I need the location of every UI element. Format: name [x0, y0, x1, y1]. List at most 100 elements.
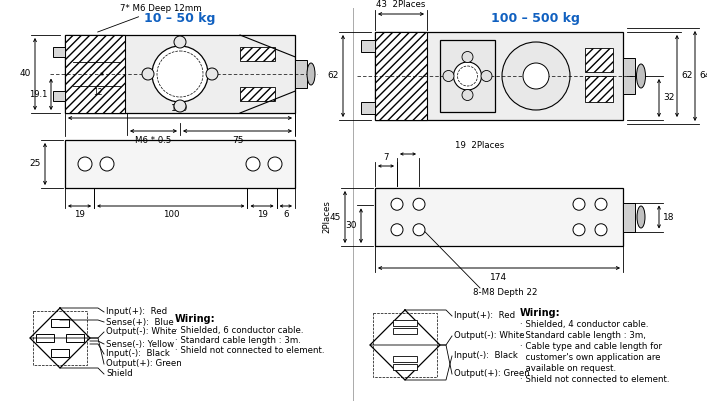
- Text: Input(+):  Red: Input(+): Red: [454, 311, 515, 320]
- Text: 7* M6 Deep 12mm: 7* M6 Deep 12mm: [98, 4, 201, 32]
- Text: 62: 62: [327, 72, 339, 81]
- Circle shape: [100, 157, 114, 171]
- Circle shape: [462, 51, 473, 62]
- Text: 100 – 500 kg: 100 – 500 kg: [491, 12, 580, 25]
- Bar: [375, 188, 623, 246]
- Text: · Cable type and cable length for: · Cable type and cable length for: [520, 342, 662, 351]
- Text: 150: 150: [171, 104, 189, 113]
- Bar: [51, 349, 69, 357]
- Bar: [393, 320, 417, 326]
- Bar: [66, 334, 84, 342]
- Text: Sense(+):  Blue: Sense(+): Blue: [106, 318, 174, 326]
- Circle shape: [443, 70, 454, 81]
- Circle shape: [174, 36, 186, 48]
- Text: 6: 6: [283, 210, 288, 219]
- Bar: [295, 60, 307, 88]
- Text: 75: 75: [232, 136, 243, 145]
- Bar: [65, 35, 295, 113]
- Bar: [53, 91, 65, 101]
- Text: Wiring:: Wiring:: [520, 308, 561, 318]
- Circle shape: [502, 42, 570, 110]
- Bar: [393, 356, 417, 362]
- Text: · Standard cable length : 3m.: · Standard cable length : 3m.: [175, 336, 301, 345]
- Text: 8-M8 Depth 22: 8-M8 Depth 22: [473, 288, 537, 297]
- Circle shape: [453, 62, 481, 90]
- Text: 40: 40: [20, 70, 31, 79]
- Text: 45: 45: [329, 213, 341, 222]
- Circle shape: [595, 224, 607, 236]
- Circle shape: [246, 157, 260, 171]
- Text: M6 * 0.5: M6 * 0.5: [135, 136, 172, 145]
- Circle shape: [174, 100, 186, 112]
- Bar: [361, 40, 375, 52]
- Text: Wiring:: Wiring:: [175, 314, 216, 324]
- Text: 18: 18: [663, 213, 674, 222]
- Text: 64: 64: [699, 72, 707, 81]
- Circle shape: [142, 68, 154, 80]
- Circle shape: [268, 157, 282, 171]
- Bar: [53, 47, 65, 57]
- Bar: [440, 40, 495, 112]
- Text: · Shield not connected to element.: · Shield not connected to element.: [520, 375, 670, 384]
- Text: · Shielded, 6 conductor cable.: · Shielded, 6 conductor cable.: [175, 326, 303, 335]
- Bar: [623, 58, 635, 94]
- Text: 12: 12: [93, 88, 103, 97]
- Bar: [375, 32, 427, 120]
- Circle shape: [481, 70, 492, 81]
- Bar: [33, 311, 87, 365]
- Circle shape: [152, 46, 208, 102]
- Ellipse shape: [307, 63, 315, 85]
- Circle shape: [413, 198, 425, 210]
- Bar: [393, 328, 417, 334]
- Text: available on request.: available on request.: [520, 364, 616, 373]
- Text: 19  2Places: 19 2Places: [455, 141, 504, 150]
- Bar: [361, 102, 375, 114]
- Text: Output(+): Green: Output(+): Green: [454, 369, 530, 379]
- Text: 2Places: 2Places: [322, 200, 332, 233]
- Bar: [240, 87, 275, 101]
- Circle shape: [523, 63, 549, 89]
- Bar: [240, 47, 275, 61]
- Ellipse shape: [636, 64, 645, 88]
- Text: Sense(-): Yellow: Sense(-): Yellow: [106, 339, 174, 348]
- Text: 10 – 50 kg: 10 – 50 kg: [144, 12, 216, 25]
- Bar: [585, 48, 613, 72]
- Text: Input(-):  Black: Input(-): Black: [454, 352, 518, 360]
- Text: customer's own application are: customer's own application are: [520, 353, 660, 362]
- Circle shape: [78, 157, 92, 171]
- Circle shape: [573, 224, 585, 236]
- Text: Output(-): White: Output(-): White: [106, 328, 177, 337]
- Circle shape: [391, 224, 403, 236]
- Text: 25: 25: [30, 160, 41, 168]
- Text: 32: 32: [663, 94, 674, 102]
- Bar: [623, 202, 635, 232]
- Bar: [585, 76, 613, 102]
- Bar: [36, 334, 54, 342]
- Text: Shield: Shield: [106, 369, 133, 379]
- Text: Input(-):  Black: Input(-): Black: [106, 350, 170, 358]
- Text: 43  2Places: 43 2Places: [376, 0, 426, 9]
- Text: 19: 19: [74, 210, 85, 219]
- Bar: [393, 364, 417, 370]
- Ellipse shape: [637, 206, 645, 228]
- Text: 19: 19: [257, 210, 267, 219]
- Text: · Shield not connected to element.: · Shield not connected to element.: [175, 346, 325, 355]
- Bar: [65, 140, 295, 188]
- Text: 62: 62: [681, 72, 692, 81]
- Text: · Shielded, 4 conductor cable.: · Shielded, 4 conductor cable.: [520, 320, 648, 329]
- Text: 174: 174: [491, 273, 508, 282]
- Bar: [65, 35, 125, 113]
- Bar: [375, 32, 623, 120]
- Bar: [373, 313, 437, 377]
- Bar: [51, 319, 69, 327]
- Circle shape: [573, 198, 585, 210]
- Circle shape: [206, 68, 218, 80]
- Circle shape: [595, 198, 607, 210]
- Circle shape: [462, 90, 473, 100]
- Text: 19.1: 19.1: [28, 90, 47, 99]
- Circle shape: [391, 198, 403, 210]
- Text: Output(-): White: Output(-): White: [454, 332, 525, 341]
- Text: 7: 7: [383, 153, 389, 162]
- Text: 30: 30: [346, 221, 357, 230]
- Text: 100: 100: [163, 210, 179, 219]
